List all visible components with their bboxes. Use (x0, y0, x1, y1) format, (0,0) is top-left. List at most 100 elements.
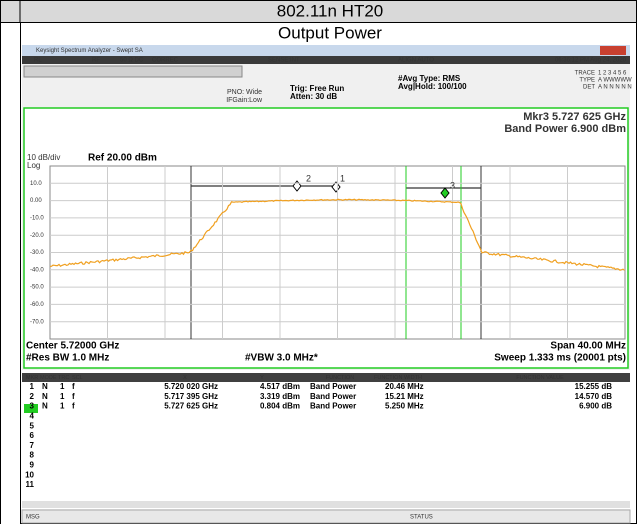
table-cell: 5.717 395 GHz (164, 392, 218, 401)
table-cell: f (72, 382, 75, 391)
row-highlight (24, 404, 38, 413)
table-cell: 2 (30, 392, 35, 401)
table-cell: 3.319 dBm (260, 392, 300, 401)
title-bar (22, 45, 630, 56)
setting: Trig: Free Run (290, 84, 344, 93)
table-header: MKR (26, 375, 38, 381)
marker-number: 2 (306, 173, 311, 183)
table-cell: 20.46 MHz (385, 382, 424, 391)
marker-table (22, 370, 630, 509)
y-label: -10.0 (30, 215, 44, 221)
status-field: 50 Ω DC (120, 58, 144, 64)
marker-number: 3 (450, 180, 455, 190)
table-header: TRC (58, 375, 69, 381)
setting: Atten: 30 dB (290, 92, 337, 101)
table-header: X (183, 375, 187, 381)
table-cell: 4.517 dBm (260, 382, 300, 391)
table-cell: 5.727 625 GHz (164, 402, 218, 411)
marker-number: 1 (340, 173, 345, 183)
setting: IFGain:Low (226, 97, 263, 104)
y-label: -40.0 (30, 267, 44, 273)
table-header: SCL (72, 375, 83, 381)
ref-level: Ref 20.00 dBm (88, 153, 157, 164)
table-cell: f (72, 402, 75, 411)
table-cell: 14.570 dB (575, 392, 613, 401)
header-subtitle: Output Power (278, 23, 382, 42)
table-header: Y (260, 375, 264, 381)
y-label: -70.0 (30, 319, 44, 325)
close-button[interactable] (600, 46, 626, 55)
trace-info: DET (583, 85, 595, 91)
table-cell: 10 (25, 470, 34, 479)
table-cell: 8 (30, 451, 35, 460)
table-cell: 9 (30, 461, 35, 470)
table-cell: 3 (30, 402, 35, 411)
footer: #Res BW 1.0 MHz (26, 353, 109, 364)
table-cell: 5.720 020 GHz (164, 382, 218, 391)
scale: 10 dB/div (27, 153, 60, 162)
trace-info: TYPE (579, 78, 595, 84)
table-header: FUNCTION (326, 375, 354, 381)
scale: Log (27, 161, 40, 170)
table-cell: 11 (26, 480, 35, 489)
trace-info: TRACE (575, 71, 595, 77)
marker-readout: Band Power 6.900 dBm (504, 123, 626, 135)
table-cell: N (42, 392, 48, 401)
app-title: Keysight Spectrum Analyzer - Swept SA (36, 48, 143, 54)
table-cell: 5.250 MHz (385, 402, 424, 411)
footer: #VBW 3.0 MHz* (245, 353, 318, 364)
table-cell: 6 (30, 431, 35, 440)
status-field: RF (92, 58, 100, 64)
table-cell: 0.804 dBm (260, 402, 300, 411)
table-cell: N (42, 402, 48, 411)
table-cell: Band Power (310, 402, 356, 411)
footer: Sweep 1.333 ms (20001 pts) (494, 353, 626, 364)
status-field: 06:36:12 PM Aug 24, 2020 (555, 58, 627, 64)
y-label: -30.0 (30, 250, 44, 256)
y-label: -50.0 (30, 285, 44, 291)
table-header (22, 373, 630, 382)
input-box (23, 65, 243, 78)
status-field: CORREC (152, 58, 179, 64)
table-cell: 15.21 MHz (385, 392, 424, 401)
table-cell: f (72, 392, 75, 401)
table-cell: 1 (60, 382, 65, 391)
header-title: 802.11n HT20 (277, 1, 383, 20)
y-label: 0.00 (30, 198, 42, 204)
setting: PNO: Wide (227, 89, 262, 96)
message: MSG (26, 515, 40, 521)
status-bar (22, 56, 630, 64)
status-field: ALIGN AUTO (398, 58, 434, 64)
marker-3 (440, 187, 450, 199)
trace-info: A WWWWW (598, 78, 632, 84)
table-cell: 1 (60, 392, 65, 401)
table-cell: 7 (30, 441, 35, 450)
setting: Avg|Hold: 100/100 (398, 82, 467, 91)
table-cell: 5 (30, 421, 35, 430)
table-cell: N (42, 382, 48, 391)
table-cell: 6.900 dB (579, 402, 612, 411)
trace (50, 198, 625, 271)
table-cell: 1 (60, 402, 65, 411)
table-cell: 4 (30, 412, 35, 421)
message-bar (21, 509, 631, 524)
trace-info: 1 2 3 4 5 6 (598, 71, 627, 77)
table-cell: Band Power (310, 392, 356, 401)
status-field: RL (34, 58, 42, 64)
y-label: -60.0 (30, 302, 44, 308)
setting: #Avg Type: RMS (398, 74, 461, 83)
y-label: 10.0 (30, 181, 42, 187)
table-cell: Band Power (310, 382, 356, 391)
table-header: FUNCTION VALUE (516, 375, 564, 381)
status: STATUS (410, 515, 433, 521)
trace-info: A N N N N N (598, 85, 632, 91)
scrollbar[interactable] (22, 501, 630, 508)
table-cell: 15.255 dB (575, 382, 613, 391)
status-field: SENSE:INT (268, 58, 300, 64)
table-header: FUNCTION WIDTH (374, 375, 422, 381)
marker-readout: Mkr3 5.727 625 GHz (523, 111, 626, 123)
table-header: MODE (40, 375, 57, 381)
table-cell: 1 (30, 382, 35, 391)
y-label: -20.0 (30, 233, 44, 239)
footer: Span 40.00 MHz (550, 341, 626, 352)
